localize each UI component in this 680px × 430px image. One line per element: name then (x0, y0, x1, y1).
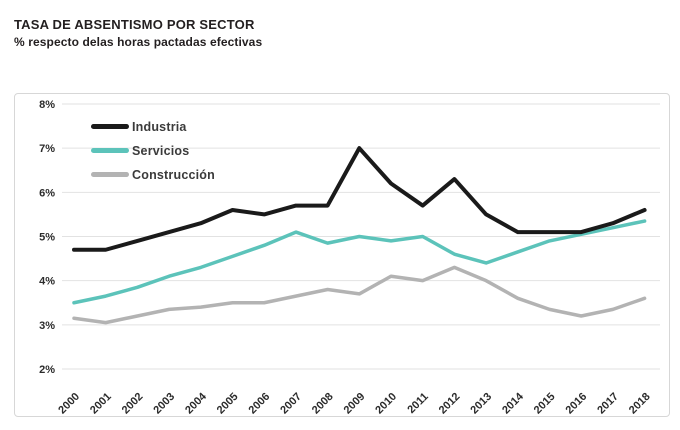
chart-subtitle: % respecto delas horas pactadas efectiva… (14, 35, 263, 50)
x-tick-label: 2016 (564, 391, 590, 416)
legend-item-construccion: Construcción (91, 164, 215, 185)
x-tick-label: 2001 (88, 391, 114, 416)
y-tick-label: 2% (39, 364, 55, 376)
y-tick-label: 4% (39, 276, 55, 288)
chart-legend: Industria Servicios Construcción (91, 116, 215, 185)
y-tick-label: 7% (39, 143, 55, 155)
x-axis-labels: 2000 2001 2002 2003 2004 2005 2006 2007 2008 2009… (56, 390, 652, 416)
y-axis-labels: 2% 3% 4% 5% 6% 7% 8% (39, 99, 55, 376)
x-tick-label: 2007 (278, 391, 304, 416)
x-tick-label: 2013 (468, 391, 494, 416)
legend-label: Servicios (132, 143, 190, 158)
legend-item-servicios: Servicios (91, 140, 215, 161)
x-tick-label: 2004 (183, 390, 209, 416)
x-tick-label: 2006 (247, 391, 273, 416)
y-tick-label: 3% (39, 320, 55, 332)
x-tick-label: 2008 (310, 391, 336, 416)
series-line-servicios (72, 219, 647, 305)
legend-swatch-servicios (91, 148, 129, 153)
series-line-construccin (72, 265, 647, 325)
y-tick-label: 8% (39, 99, 55, 111)
x-tick-label: 2012 (437, 391, 463, 416)
x-tick-label: 2005 (215, 391, 241, 416)
y-tick-label: 6% (39, 187, 55, 199)
x-tick-label: 2011 (405, 391, 430, 416)
line-chart: 2%3%4%5%6%7%8%2000 2001 2002 2003 2004 2005 20… (39, 99, 660, 416)
legend-swatch-construccion (91, 172, 129, 177)
x-tick-label: 2009 (342, 391, 368, 416)
series-line-industria (72, 146, 647, 252)
chart-header: TASA DE ABSENTISMO POR SECTOR % respecto… (14, 16, 262, 51)
chart-title: TASA DE ABSENTISMO POR SECTOR (14, 17, 255, 32)
x-tick-label: 2014 (500, 390, 526, 416)
x-tick-label: 2015 (532, 391, 558, 416)
x-tick-label: 2000 (56, 391, 82, 416)
legend-label: Construcción (132, 167, 215, 182)
x-tick-label: 2010 (373, 391, 399, 416)
legend-label: Industria (132, 119, 187, 134)
y-tick-label: 5% (39, 231, 55, 243)
x-tick-label: 2003 (151, 391, 177, 416)
legend-item-industria: Industria (91, 116, 215, 137)
chart-container: 2% 3% 4% 5% 6% 7% 8% 2000 2001 2002 2003 2004 2005 20… (14, 93, 670, 417)
x-tick-label: 2018 (627, 391, 653, 416)
legend-swatch-industria (91, 124, 129, 129)
x-tick-label: 2002 (120, 391, 146, 416)
x-tick-label: 2017 (595, 391, 621, 416)
